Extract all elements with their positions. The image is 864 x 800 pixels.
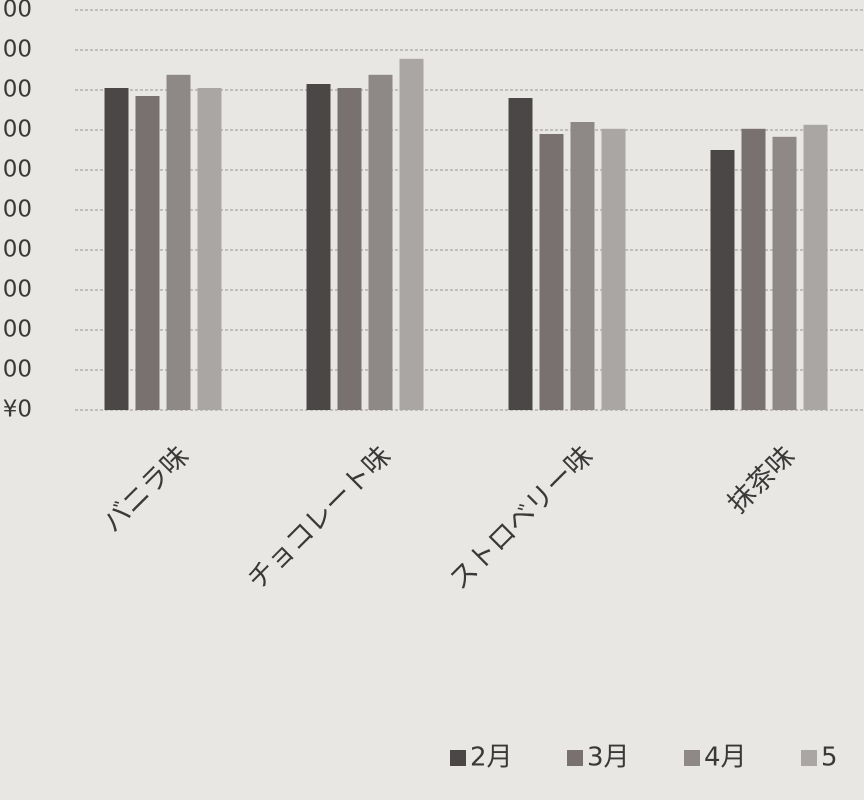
bar (741, 128, 766, 411)
legend-label: 4月 (704, 743, 747, 773)
y-tick-label: 00 (3, 117, 32, 143)
bar (166, 74, 191, 411)
bar (803, 124, 828, 411)
y-tick-label: 00 (3, 157, 32, 183)
legend-swatch (684, 750, 700, 766)
bar (539, 134, 564, 410)
bar (710, 150, 735, 410)
bar (508, 98, 533, 410)
bar (368, 74, 393, 411)
y-tick-label: ¥0 (3, 397, 32, 423)
x-tick-label: 抹茶味 (722, 440, 801, 519)
legend-label: 5 (821, 743, 838, 773)
y-tick-label: 00 (3, 277, 32, 303)
y-tick-label: 00 (3, 317, 32, 343)
legend-swatch (801, 750, 817, 766)
legend-label: 3月 (587, 743, 630, 773)
y-tick-label: 00 (3, 77, 32, 103)
x-tick-label: チョコレート味 (242, 440, 398, 596)
bar (197, 88, 222, 410)
y-tick-label: 00 (3, 37, 32, 63)
bar (570, 122, 595, 410)
bar (399, 58, 424, 411)
y-tick-label: 00 (3, 357, 32, 383)
x-tick-label: ストロベリー味 (444, 440, 600, 596)
bar (104, 88, 129, 410)
legend-swatch (567, 750, 583, 766)
y-tick-label: 00 (3, 197, 32, 223)
bar (601, 128, 626, 411)
y-tick-label: 00 (3, 0, 32, 23)
bar (772, 136, 797, 411)
x-tick-label: バニラ味 (97, 440, 195, 538)
legend-label: 2月 (470, 743, 513, 773)
legend-swatch (450, 750, 466, 766)
bar (306, 84, 331, 410)
bar (337, 88, 362, 410)
bar (135, 96, 160, 410)
y-tick-label: 00 (3, 237, 32, 263)
